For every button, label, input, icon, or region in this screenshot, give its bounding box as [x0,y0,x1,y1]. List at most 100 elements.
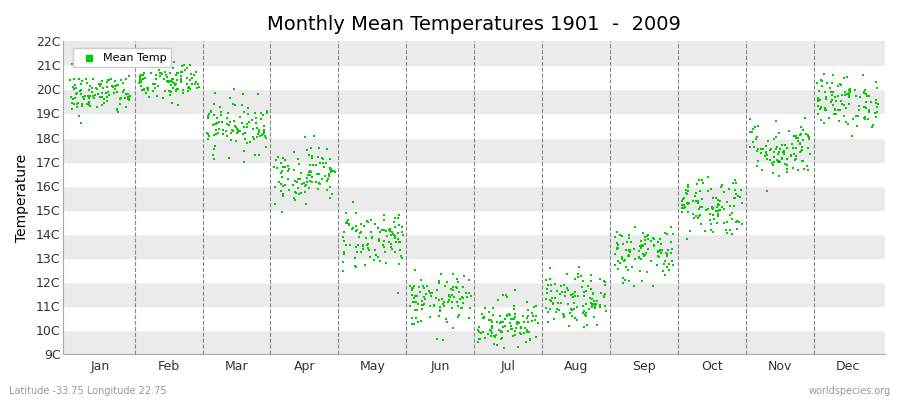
Point [658,258,672,265]
Point [593,290,608,296]
Point [665,246,680,252]
Point [698,206,713,213]
Point [483,317,498,324]
Point [100,94,114,101]
Point [121,96,135,102]
Point [287,195,302,202]
Point [315,160,329,166]
Point [321,176,336,182]
Point [354,221,368,227]
Point [379,233,393,239]
Point [770,144,784,150]
Point [625,264,639,270]
Point [179,81,194,88]
Point [818,93,832,100]
Point [345,226,359,232]
Point [403,303,418,309]
Point [83,83,97,89]
Point [446,284,461,290]
Point [511,318,526,325]
Point [94,90,109,96]
Point [547,295,562,302]
Point [610,240,625,246]
Point [585,304,599,311]
Point [509,321,524,327]
Point [675,205,689,212]
Point [496,324,510,330]
Point [597,294,611,300]
Point [276,193,291,199]
Point [790,138,805,145]
Point [214,109,229,115]
Point [392,261,407,268]
Point [386,231,400,237]
Point [417,301,431,307]
Point [731,193,745,200]
Point [864,99,878,106]
Point [810,79,824,86]
Point [67,101,81,108]
Point [646,243,661,250]
Point [201,135,215,142]
Point [100,89,114,95]
Point [442,292,456,298]
Point [493,336,508,342]
Point [746,139,760,145]
Point [517,330,531,336]
Point [208,90,222,96]
Point [305,178,320,185]
Point [686,211,700,218]
Point [165,100,179,106]
Point [220,132,234,139]
Point [227,118,241,124]
Point [788,157,803,164]
Point [359,235,374,241]
Point [681,200,696,207]
Point [141,56,156,62]
Point [788,132,803,139]
Point [324,168,338,174]
Point [644,238,658,244]
Point [92,81,106,87]
Point [709,195,724,202]
Point [237,123,251,130]
Point [869,104,884,110]
Point [622,253,636,259]
Point [418,291,433,298]
Point [113,95,128,101]
Point [597,293,611,299]
Point [162,88,176,94]
Point [729,180,743,186]
Point [203,108,218,114]
Point [562,323,576,329]
Point [759,150,773,156]
Point [842,89,857,95]
Point [801,132,815,138]
Legend: Mean Temp: Mean Temp [73,48,171,67]
Point [74,87,88,94]
Point [621,253,635,260]
Point [134,72,148,78]
Point [111,82,125,88]
Point [788,132,802,139]
Point [540,286,554,292]
Point [531,320,545,326]
Point [417,294,431,300]
Point [814,78,829,84]
Point [442,292,456,299]
Point [723,212,737,218]
Point [849,93,863,99]
Point [270,164,284,171]
Point [356,243,371,250]
Point [504,316,518,322]
Point [223,118,238,125]
Point [700,174,715,180]
Point [434,271,448,277]
Point [760,152,774,158]
Point [106,89,121,96]
Point [814,77,828,83]
Point [814,104,828,110]
Point [348,255,363,261]
Point [119,90,133,97]
Point [289,190,303,196]
